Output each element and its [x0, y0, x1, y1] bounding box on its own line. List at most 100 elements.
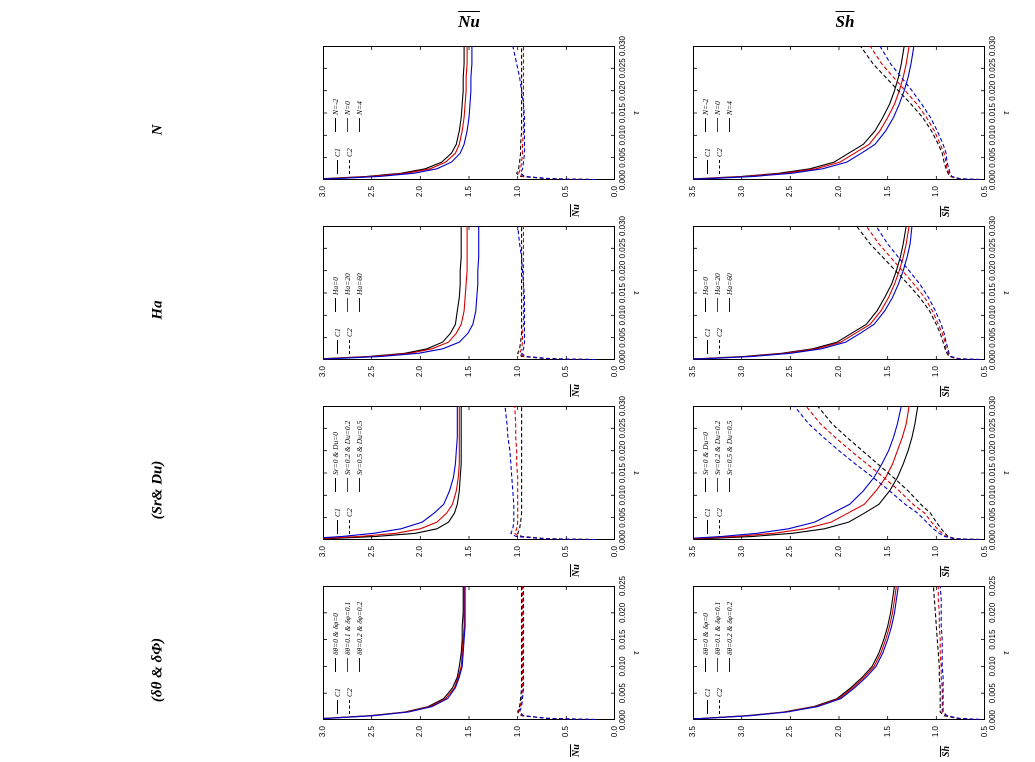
legend-entry: C2	[714, 148, 724, 174]
legend-label: C1	[702, 148, 712, 157]
x-tick-label: 0.025	[988, 238, 997, 259]
legend-solid-line-sample	[358, 298, 360, 312]
legend-solid-line-sample	[704, 658, 706, 672]
x-axis-label: τ	[631, 651, 642, 655]
legend-solid-line-sample	[706, 700, 708, 714]
legend-entry: Sr=0.5 & Du=0.5	[354, 421, 364, 492]
legend-entry: C2	[344, 148, 354, 174]
legend-entry: Ha=20	[342, 273, 352, 312]
legend-dashed-line-sample	[718, 700, 720, 714]
y-tick-label: 3.0	[318, 366, 327, 378]
legend-entry: C1	[702, 148, 712, 174]
condition-legend: C1 C2	[332, 688, 354, 714]
y-tick-label: 3.0	[736, 546, 746, 558]
legend-dashed-line-sample	[718, 520, 720, 534]
legend-entry: C1	[702, 688, 712, 714]
legend-entry: Sr=0 & Du=0	[330, 421, 340, 492]
x-tick-label: 0.020	[988, 80, 997, 101]
y-tick-label: 2.5	[785, 186, 795, 198]
y-axis-label: Sh	[941, 745, 952, 757]
legend-label: Sr=0.5 & Du=0.5	[724, 420, 734, 475]
y-tick-label: 2.5	[366, 366, 376, 378]
legend-label: C1	[332, 328, 342, 337]
x-tick-label: 0.030	[618, 395, 627, 417]
x-axis-label: τ	[1001, 471, 1012, 475]
curve-C2 Sr=0 & Du=0	[817, 406, 981, 540]
x-tick-label: 0.015	[618, 282, 627, 304]
x-tick-label: 0.005	[988, 147, 997, 168]
legend-dashed-line-sample	[718, 340, 720, 354]
legend-label: Sr=0.5 & Du=0.5	[354, 420, 364, 475]
curve-C1 Ha=20	[323, 226, 468, 360]
series-legend: Ha=0 Ha=20 Ha=60	[700, 273, 734, 312]
x-tick-label: 0.015	[988, 629, 997, 650]
x-tick-label: 0.030	[988, 215, 997, 237]
curve-C1 Sr=0.5 & Du=0.5	[693, 406, 902, 540]
plot-box	[323, 586, 615, 720]
x-axis-label: τ	[1001, 291, 1012, 295]
legend-label: C2	[714, 328, 724, 337]
y-tick-label: 3.0	[318, 546, 327, 558]
legend-solid-line-sample	[334, 478, 336, 492]
x-tick-label: 0.000	[988, 349, 997, 371]
x-tick-label: 0.005	[988, 507, 997, 528]
curve-C2 Sr=0 & Du=0	[517, 406, 596, 540]
legend-entry: Ha=20	[712, 273, 722, 312]
subplot-rotated-inner-nu-delta: 0.000 0.005 0.010 0.015 0.020 0.025 0.0 0.5 1.0 1…	[318, 576, 658, 760]
legend-solid-line-sample	[334, 298, 336, 312]
x-tick-label: 0.015	[988, 102, 997, 124]
y-tick-label: 2.0	[415, 366, 425, 378]
subplot-rotated-inner-sh-n: 0.000 0.005 0.010 0.015 0.020 0.025 0.030 0.5 1.…	[688, 36, 1028, 220]
legend-solid-line-sample	[728, 658, 730, 672]
curve-C1 Ha=60	[693, 226, 913, 360]
y-tick-label: 0.5	[980, 366, 989, 378]
legend-solid-line-sample	[716, 118, 718, 132]
x-tick-label: 0.000	[618, 709, 627, 731]
x-tick-label: 0.000	[618, 169, 627, 191]
y-axis-label: Sh	[941, 205, 952, 217]
curve-C1 Ha=60	[323, 226, 480, 360]
row-label-sr-du: (Sr& Du)	[149, 460, 166, 520]
curve-C2 δθ=0.2 & δφ=0.2	[518, 586, 596, 720]
legend-entry: C1	[702, 508, 712, 534]
y-tick-label: 1.5	[882, 186, 892, 198]
legend-solid-line-sample	[704, 298, 706, 312]
x-tick-label: 0.030	[618, 215, 627, 237]
y-axis-label: Nu	[571, 744, 582, 757]
x-tick-label: 0.015	[618, 102, 627, 124]
legend-label: C1	[332, 508, 342, 517]
condition-legend: C1 C2	[702, 508, 724, 534]
y-tick-label: 3.0	[736, 726, 746, 738]
axes-frame	[693, 226, 985, 360]
legend-label: Sr=0 & Du=0	[330, 431, 340, 475]
legend-label: C2	[714, 148, 724, 157]
x-tick-label: 0.000	[988, 169, 997, 191]
condition-legend: C1 C2	[702, 328, 724, 354]
curve-C2 Ha=20	[518, 226, 596, 360]
x-tick-label: 0.010	[988, 485, 997, 506]
x-tick-label: 0.000	[988, 529, 997, 551]
x-tick-label: 0.015	[988, 462, 997, 484]
y-tick-label: 3.0	[318, 726, 327, 738]
curve-C2 N=0	[517, 46, 596, 180]
x-tick-label: 0.015	[618, 462, 627, 484]
y-tick-label: 1.0	[512, 546, 522, 558]
legend-solid-line-sample	[334, 658, 336, 672]
y-tick-label: 0.0	[610, 366, 619, 378]
x-tick-label: 0.010	[618, 305, 627, 326]
legend-entry: Ha=0	[700, 273, 710, 312]
legend-entry: C2	[344, 508, 354, 534]
y-tick-label: 0.5	[980, 546, 989, 558]
legend-label: Ha=60	[724, 273, 734, 295]
legend-solid-line-sample	[706, 160, 708, 174]
legend-solid-line-sample	[346, 478, 348, 492]
curve-C2 δθ=0.2 & δφ=0.2	[939, 586, 981, 720]
legend-solid-line-sample	[716, 658, 718, 672]
curve-C2 Sr=0.2 & Du=0.2	[805, 406, 981, 540]
legend-label: Ha=60	[354, 273, 364, 295]
plot-box	[693, 46, 985, 180]
y-tick-label: 0.5	[561, 186, 571, 198]
legend-label: N=0	[712, 101, 722, 115]
subplot-sh-srdu: 0.000 0.005 0.010 0.015 0.020 0.025 0.030 0.5 1.…	[688, 396, 1028, 580]
x-tick-label: 0.015	[618, 629, 627, 650]
